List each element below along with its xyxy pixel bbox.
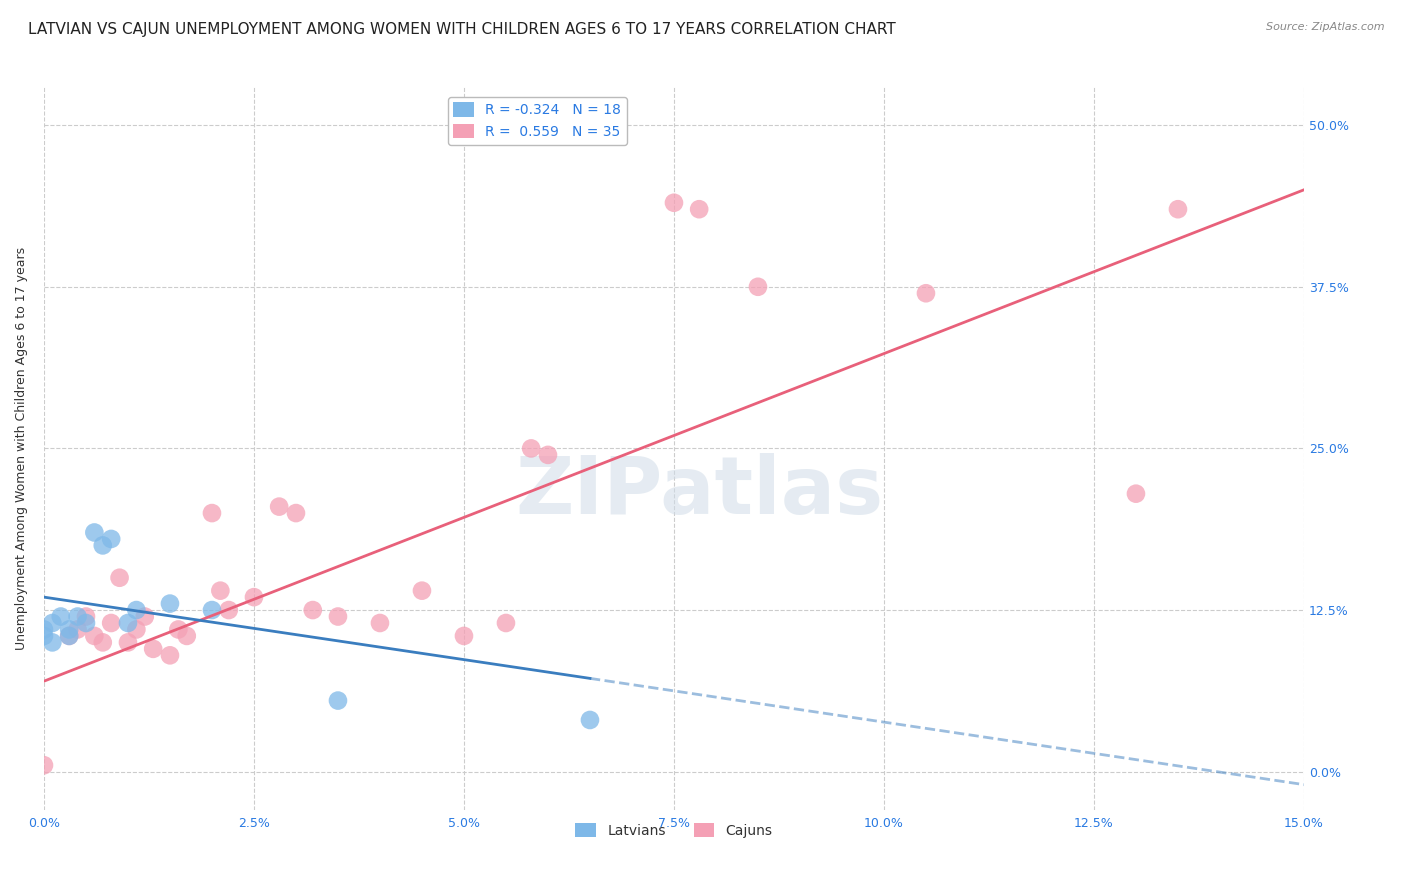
Legend: Latvians, Cajuns: Latvians, Cajuns <box>569 817 778 843</box>
Point <box>58 629 80 643</box>
Y-axis label: Unemployment Among Women with Children Ages 6 to 17 years: Unemployment Among Women with Children A… <box>15 247 28 650</box>
Point <box>301 603 323 617</box>
Point <box>41 635 63 649</box>
Point <box>537 448 560 462</box>
Point <box>117 615 139 630</box>
Point <box>32 629 55 643</box>
Point <box>453 629 475 643</box>
Point <box>368 615 391 630</box>
Point <box>66 609 89 624</box>
Point <box>75 609 97 624</box>
Point <box>75 615 97 630</box>
Point <box>688 202 710 217</box>
Point <box>326 693 349 707</box>
Point <box>134 609 156 624</box>
Point <box>117 635 139 649</box>
Point <box>41 615 63 630</box>
Point <box>411 583 433 598</box>
Text: Source: ZipAtlas.com: Source: ZipAtlas.com <box>1267 22 1385 32</box>
Point <box>108 571 131 585</box>
Point <box>91 538 114 552</box>
Point <box>662 195 685 210</box>
Point <box>243 590 266 604</box>
Point <box>100 532 122 546</box>
Point <box>218 603 240 617</box>
Point <box>125 623 148 637</box>
Text: ZIPatlas: ZIPatlas <box>515 453 883 531</box>
Point <box>1125 486 1147 500</box>
Point <box>326 609 349 624</box>
Point <box>915 286 938 301</box>
Point <box>83 525 105 540</box>
Point <box>201 603 224 617</box>
Point <box>32 758 55 772</box>
Point <box>495 615 517 630</box>
Point <box>167 623 190 637</box>
Point <box>176 629 198 643</box>
Point <box>269 500 291 514</box>
Point <box>579 713 602 727</box>
Point <box>66 623 89 637</box>
Point <box>159 597 181 611</box>
Point <box>58 629 80 643</box>
Point <box>201 506 224 520</box>
Point <box>520 442 543 456</box>
Point <box>83 629 105 643</box>
Text: LATVIAN VS CAJUN UNEMPLOYMENT AMONG WOMEN WITH CHILDREN AGES 6 TO 17 YEARS CORRE: LATVIAN VS CAJUN UNEMPLOYMENT AMONG WOME… <box>28 22 896 37</box>
Point <box>142 641 165 656</box>
Point <box>747 280 769 294</box>
Point <box>1167 202 1189 217</box>
Point <box>91 635 114 649</box>
Point <box>285 506 308 520</box>
Point <box>100 615 122 630</box>
Point <box>209 583 232 598</box>
Point <box>125 603 148 617</box>
Point <box>49 609 72 624</box>
Point <box>159 648 181 663</box>
Point <box>58 623 80 637</box>
Point <box>32 623 55 637</box>
